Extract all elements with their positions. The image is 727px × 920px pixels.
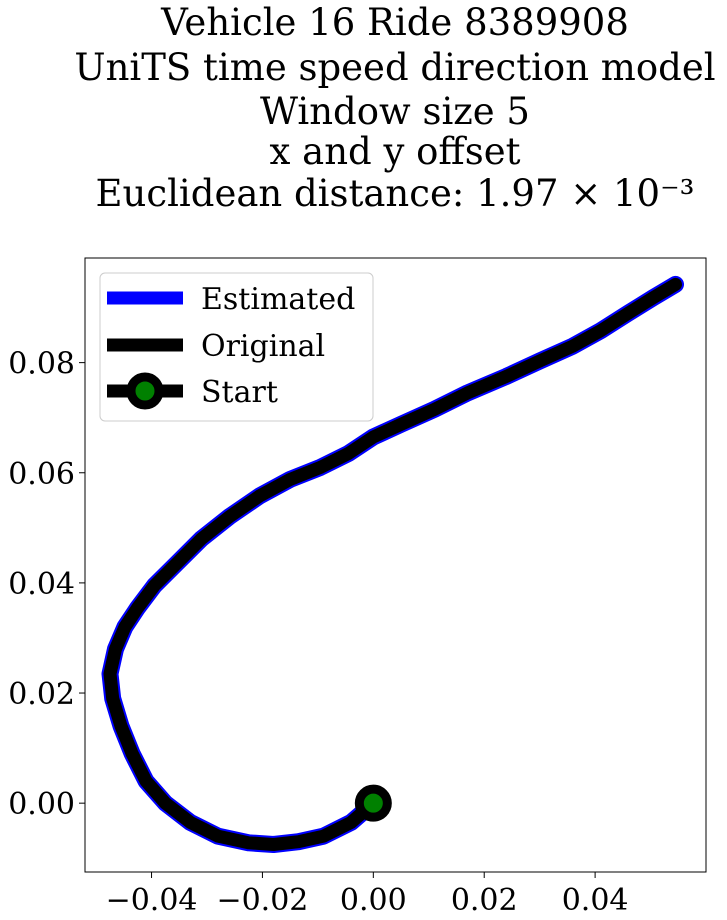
legend-box <box>99 272 374 422</box>
x-tick-label: −0.02 <box>216 883 308 918</box>
x-tick-label: 0.00 <box>340 883 407 918</box>
y-tick-label: 0.02 <box>8 677 75 712</box>
title-line-1: Vehicle 16 Ride 8389908 <box>160 1 629 44</box>
legend-label-estimated: Estimated <box>201 282 355 317</box>
y-tick-label: 0.06 <box>8 457 75 492</box>
start-marker <box>354 784 392 822</box>
series-line-original <box>103 277 682 851</box>
chart-title: Vehicle 16 Ride 8389908 UniTS time speed… <box>74 1 715 215</box>
legend-swatch-start-marker <box>126 372 164 410</box>
x-tick-label: 0.04 <box>562 883 629 918</box>
title-line-4: x and y offset <box>270 130 521 173</box>
plot-frame <box>84 257 707 873</box>
y-tick-label: 0.08 <box>8 347 75 382</box>
series-layer <box>101 275 684 853</box>
title-line-5: Euclidean distance: 1.97 × 10⁻³ <box>96 172 695 215</box>
x-tick-label: −0.04 <box>106 883 198 918</box>
legend: Estimated Original Start <box>99 272 374 422</box>
title-line-3: Window size 5 <box>260 90 530 133</box>
y-tick-label: 0.04 <box>8 567 75 602</box>
legend-label-start: Start <box>201 375 278 410</box>
x-tick-label: 0.02 <box>451 883 518 918</box>
title-line-2: UniTS time speed direction model <box>74 46 715 89</box>
y-tick-label: 0.00 <box>8 787 75 822</box>
legend-label-original: Original <box>201 329 325 364</box>
ticks-layer: −0.04 −0.02 0.00 0.02 0.04 0.00 0.02 0.04 0.06 0.… <box>8 347 628 918</box>
